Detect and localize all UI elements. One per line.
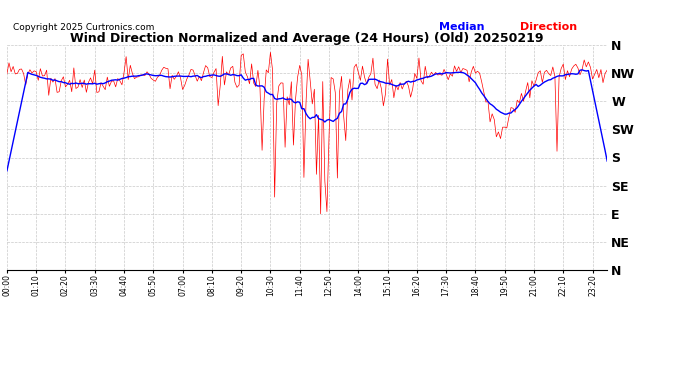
Title: Wind Direction Normalized and Average (24 Hours) (Old) 20250219: Wind Direction Normalized and Average (2… [70,32,544,45]
Text: Direction: Direction [520,21,578,32]
Text: Median: Median [439,21,484,32]
Text: Copyright 2025 Curtronics.com: Copyright 2025 Curtronics.com [13,22,155,32]
